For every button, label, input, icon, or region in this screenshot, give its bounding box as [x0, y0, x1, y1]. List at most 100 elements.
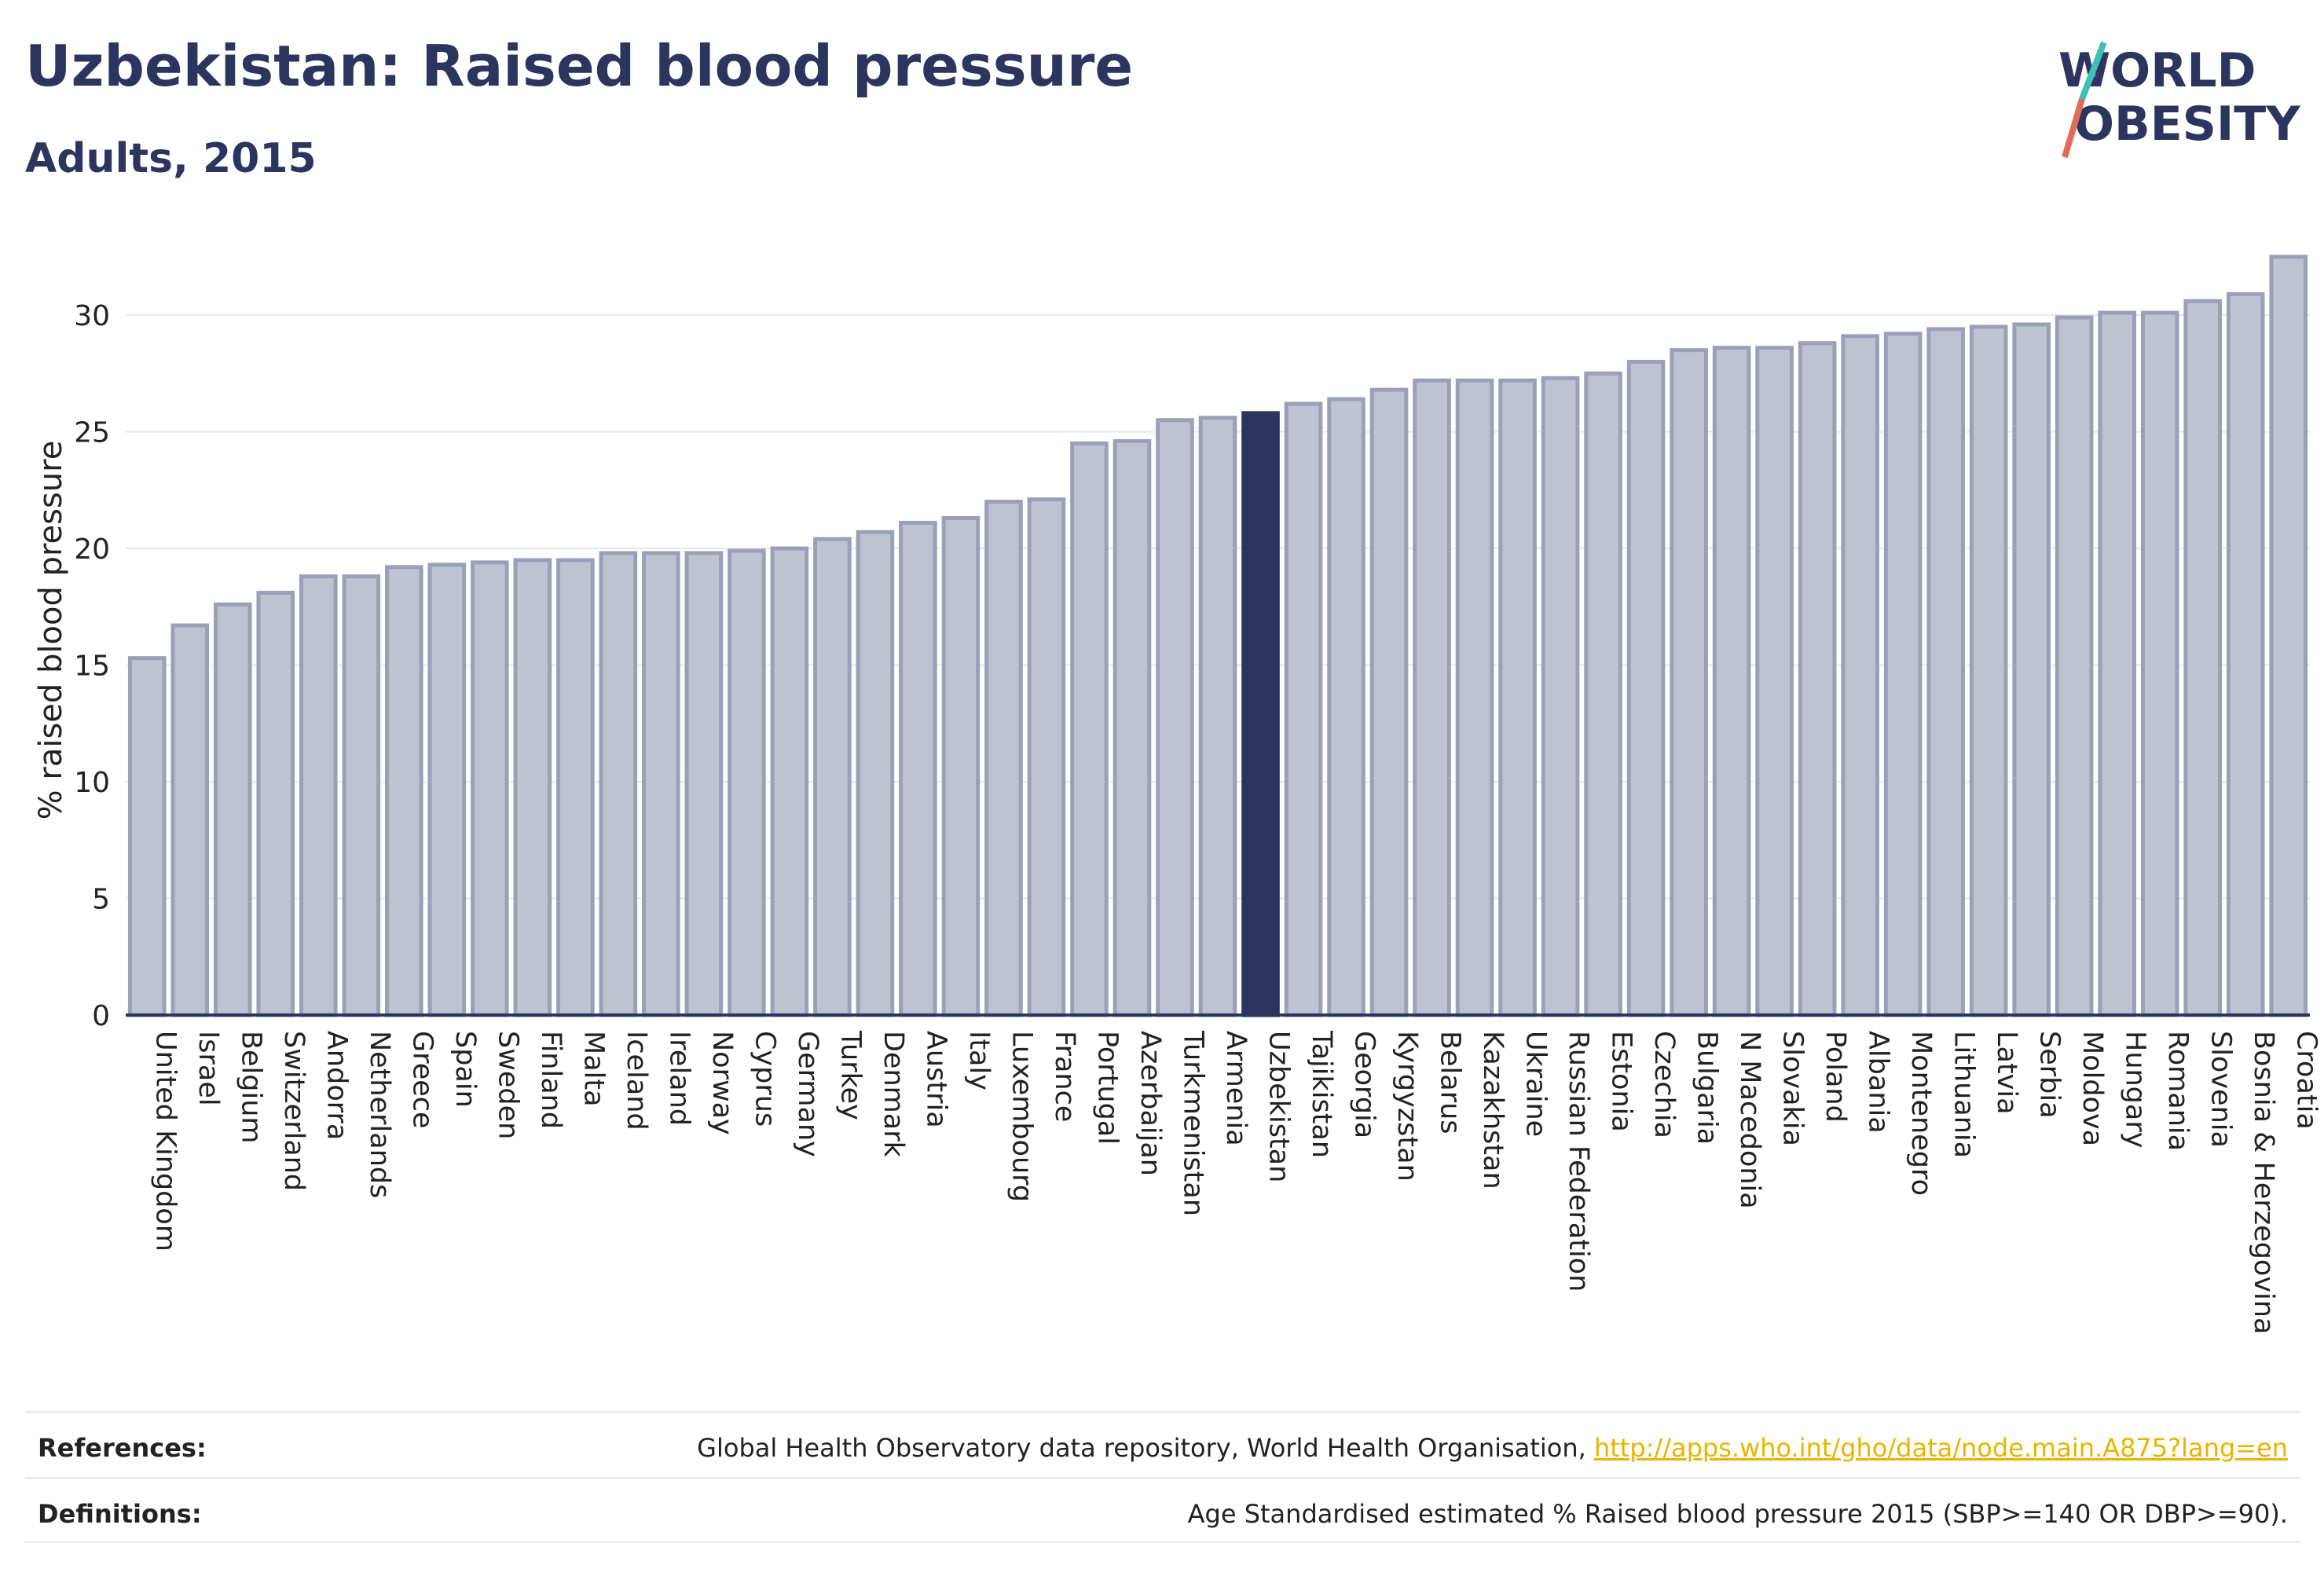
bar — [2269, 255, 2308, 1017]
x-tick-label: United Kingdom — [149, 1031, 181, 1252]
bar — [2055, 315, 2094, 1017]
x-tick-label: Greece — [406, 1031, 438, 1129]
bar — [1369, 387, 1409, 1017]
bar — [1327, 397, 1365, 1017]
x-tick-label: Latvia — [1991, 1031, 2022, 1115]
x-tick-label: Bosnia & Herzegovina — [2248, 1031, 2279, 1334]
x-tick-label: Russian Federation — [1563, 1031, 1594, 1292]
bar — [256, 590, 295, 1017]
definitions-label: Definitions: — [38, 1499, 202, 1529]
bar — [1027, 497, 1066, 1017]
y-tick-label: 5 — [92, 884, 110, 916]
x-tick-label: Sweden — [492, 1031, 523, 1139]
footer-divider-top — [25, 1411, 2300, 1413]
x-tick-label: Switzerland — [278, 1031, 310, 1191]
x-tick-label: Spain — [449, 1031, 481, 1108]
x-tick-label: Georgia — [1349, 1031, 1380, 1138]
x-tick-label: Malta — [577, 1031, 609, 1107]
bar — [1755, 346, 1794, 1017]
bar — [899, 520, 937, 1017]
bar — [2140, 310, 2179, 1017]
x-tick-label: Italy — [963, 1031, 995, 1090]
bar — [728, 548, 766, 1017]
x-tick-label: Belarus — [1435, 1031, 1466, 1134]
x-tick-label: Andorra — [321, 1031, 352, 1140]
references-row: References: Global Health Observatory da… — [25, 1416, 2300, 1479]
x-tick-label: Netherlands — [364, 1031, 395, 1198]
bar — [941, 515, 981, 1017]
x-tick-label: Austria — [920, 1031, 951, 1128]
x-tick-label: Slovakia — [1777, 1031, 1809, 1146]
bar — [213, 602, 252, 1017]
x-axis-labels: United Kingdom Israel Belgium Switzerland An… — [149, 1030, 2322, 1334]
chart-title: Uzbekistan: Raised blood pressure — [25, 33, 1134, 99]
bar — [556, 558, 595, 1017]
x-tick-label: Uzbekistan — [1263, 1031, 1295, 1182]
x-tick-label: Azerbaijan — [1135, 1031, 1166, 1176]
x-tick-label: Slovenia — [2205, 1031, 2237, 1148]
bar — [2226, 291, 2265, 1017]
references-link[interactable]: http://apps.who.int/gho/data/node.main.A… — [1593, 1433, 2288, 1463]
x-tick-label: Tajikistan — [1306, 1030, 1337, 1158]
bar — [642, 551, 680, 1017]
x-tick-label: Israel — [192, 1031, 224, 1106]
bar — [1541, 376, 1580, 1017]
bar — [599, 551, 638, 1017]
x-tick-label: Turkmenistan — [1177, 1030, 1208, 1216]
bar — [1156, 418, 1194, 1017]
x-tick-label: Serbia — [2034, 1031, 2066, 1119]
y-tick-label: 30 — [74, 300, 110, 332]
references-value: Global Health Observatory data repositor… — [697, 1433, 2288, 1463]
bar — [1883, 332, 1923, 1017]
bar — [299, 574, 338, 1017]
bar — [1413, 378, 1451, 1017]
x-tick-label: Montenegro — [1905, 1031, 1937, 1196]
bar — [342, 574, 381, 1017]
x-tick-label: Kazakhstan — [1477, 1031, 1508, 1189]
y-axis-label: % raised blood pressure — [33, 441, 69, 820]
x-tick-label: Moldova — [2077, 1031, 2108, 1146]
y-axis-ticks: 0 5 10 15 20 25 30 — [74, 300, 110, 1032]
x-tick-label: Estonia — [1606, 1031, 1637, 1132]
bar — [1626, 359, 1666, 1017]
x-tick-label: Lithuania — [1948, 1031, 1980, 1158]
y-tick-label: 15 — [74, 651, 110, 683]
x-tick-label: Czechia — [1648, 1031, 1680, 1138]
definitions-row: Definitions: Age Standardised estimated … — [25, 1482, 2300, 1545]
bar — [2012, 322, 2051, 1017]
bar — [471, 560, 509, 1017]
bar — [385, 565, 423, 1017]
bar — [1584, 371, 1622, 1017]
bar — [984, 500, 1023, 1017]
x-tick-label: Poland — [1820, 1031, 1851, 1123]
x-tick-label: Cyprus — [749, 1031, 780, 1127]
x-tick-label: Portugal — [1091, 1031, 1123, 1145]
x-tick-label: Finland — [535, 1031, 566, 1129]
bar-highlighted — [1241, 411, 1280, 1017]
x-tick-label: Hungary — [2120, 1031, 2151, 1148]
y-tick-label: 10 — [74, 767, 110, 799]
x-tick-label: Germany — [792, 1031, 823, 1157]
bar — [2098, 310, 2137, 1017]
bar — [1670, 348, 1708, 1017]
x-tick-label: Luxembourg — [1006, 1031, 1037, 1202]
bar — [1712, 346, 1751, 1017]
bar — [1198, 416, 1237, 1017]
x-tick-label: Ukraine — [1520, 1031, 1552, 1137]
bar — [1841, 334, 1879, 1017]
bar — [1284, 401, 1323, 1017]
references-text: Global Health Observatory data repositor… — [697, 1433, 1594, 1463]
x-tick-label: N Macedonia — [1734, 1031, 1765, 1209]
footer-divider-middle — [25, 1477, 2300, 1479]
bar — [1926, 327, 1965, 1017]
bar — [1969, 324, 2008, 1017]
world-obesity-logo: WORLD OBESITY — [2051, 38, 2310, 171]
bar — [427, 563, 467, 1017]
x-tick-label: Kyrgyzstan — [1391, 1031, 1423, 1182]
x-tick-label: Ireland — [663, 1031, 695, 1126]
x-tick-label: Bulgaria — [1692, 1031, 1723, 1145]
x-tick-label: Norway — [706, 1031, 738, 1135]
bar — [2183, 299, 2223, 1017]
bar — [813, 537, 852, 1017]
bar — [170, 623, 210, 1017]
